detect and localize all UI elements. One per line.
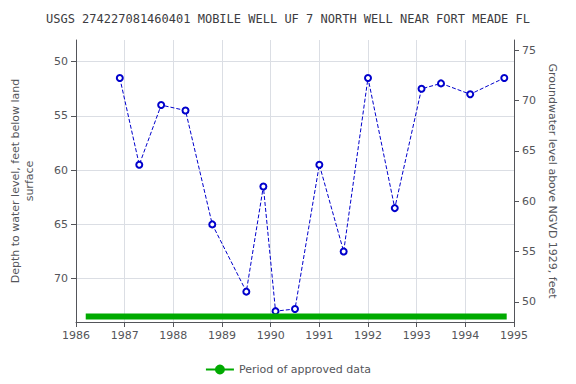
svg-text:70: 70 <box>522 94 536 107</box>
svg-text:1986: 1986 <box>62 329 90 342</box>
svg-text:50: 50 <box>54 55 68 68</box>
svg-text:1989: 1989 <box>208 329 236 342</box>
svg-text:55: 55 <box>54 109 68 122</box>
svg-text:USGS 274227081460401 MOBILE WE: USGS 274227081460401 MOBILE WELL UF 7 NO… <box>46 12 530 26</box>
svg-text:60: 60 <box>54 164 68 177</box>
svg-text:1988: 1988 <box>159 329 187 342</box>
svg-text:70: 70 <box>54 272 68 285</box>
svg-text:1990: 1990 <box>257 329 285 342</box>
svg-text:Groundwater level above NGVD 1: Groundwater level above NGVD 1929, feet <box>546 63 559 299</box>
svg-text:50: 50 <box>522 295 536 308</box>
svg-text:1995: 1995 <box>500 329 528 342</box>
svg-text:65: 65 <box>522 144 536 157</box>
svg-text:Depth to water level, feet bel: Depth to water level, feet below land <box>9 79 22 284</box>
svg-text:Period of approved data: Period of approved data <box>239 363 371 376</box>
svg-text:1993: 1993 <box>403 329 431 342</box>
svg-text:75: 75 <box>522 44 536 57</box>
svg-text:55: 55 <box>522 245 536 258</box>
svg-text:1994: 1994 <box>451 329 479 342</box>
svg-text:1991: 1991 <box>305 329 333 342</box>
svg-text:60: 60 <box>522 195 536 208</box>
svg-text:1987: 1987 <box>111 329 139 342</box>
svg-text:surface: surface <box>23 160 36 201</box>
svg-text:1992: 1992 <box>354 329 382 342</box>
svg-text:65: 65 <box>54 218 68 231</box>
